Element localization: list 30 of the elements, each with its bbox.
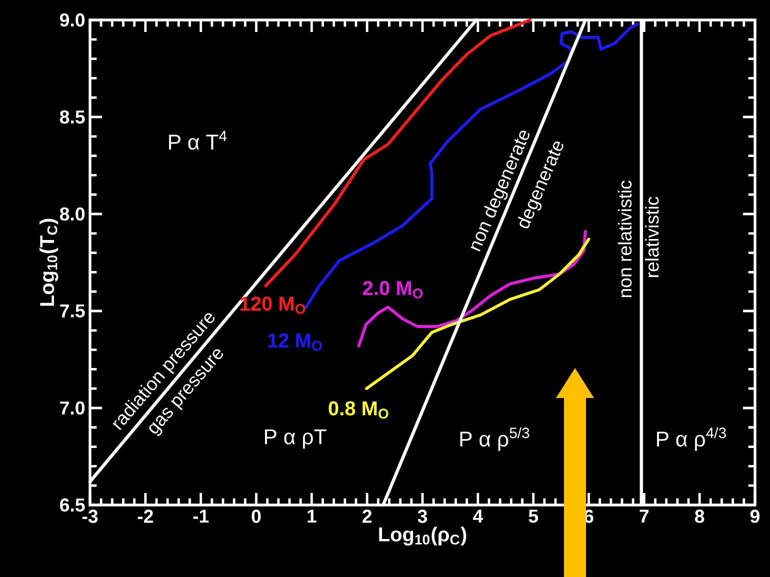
annotation: non relativistic — [618, 180, 632, 298]
x-tick-label: 8 — [694, 510, 704, 523]
series-label: 2.0 M$_{O}$ — [363, 281, 423, 298]
annotation: P α ρ$^{4/3}$ — [657, 427, 726, 451]
annotation: P α ρT — [265, 429, 326, 449]
x-tick-label: 2 — [362, 510, 372, 523]
x-tick-label: 1 — [308, 510, 316, 523]
y-axis-title: Log$_{10}$(T$_{C}$) — [39, 218, 58, 306]
y-tick-label: 9.0 — [60, 13, 85, 27]
x-axis-title: Log$_{10}$(ρ$_{C}$) — [379, 526, 466, 546]
x-tick-label: -2 — [138, 510, 153, 523]
x-tick-label: 3 — [418, 510, 428, 523]
x-tick-label: 0 — [252, 510, 261, 523]
series-label: 12 M$_{O}$ — [268, 333, 322, 351]
annotation: relativistic — [645, 196, 659, 278]
y-tick-label: 6.5 — [60, 498, 85, 512]
x-tick-label: -3 — [82, 510, 98, 523]
series-label: 120 M$_{O}$ — [240, 296, 306, 314]
x-tick-label: 4 — [473, 510, 484, 523]
x-tick-label: 9 — [750, 510, 760, 523]
x-tick-label: 5 — [528, 510, 538, 523]
x-tick-label: -1 — [193, 510, 209, 523]
x-tick-label: 7 — [640, 510, 649, 523]
y-tick-label: 8.0 — [60, 207, 85, 221]
y-tick-label: 8.5 — [60, 110, 85, 124]
y-tick-label: 7.0 — [60, 401, 85, 415]
annotation: P α ρ$^{5/3}$ — [460, 427, 530, 451]
annotation: P α T$^{4}$ — [169, 130, 227, 150]
y-tick-label: 7.5 — [60, 304, 85, 318]
series-label: 0.8 M$_{O}$ — [328, 401, 388, 419]
